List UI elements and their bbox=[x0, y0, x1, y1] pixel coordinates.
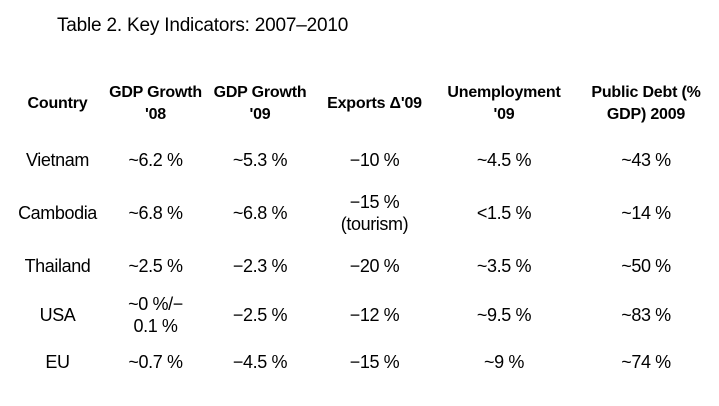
key-indicators-table: Country GDP Growth '08 GDP Growth '09 Ex… bbox=[10, 75, 719, 386]
gdp08-cell: ~6.8 % bbox=[128, 203, 183, 223]
column-header-public-debt-2009: Public Debt (% GDP) 2009 bbox=[591, 84, 701, 123]
gdp08-cell: ~2.5 % bbox=[128, 256, 183, 276]
unemployment-cell: <1.5 % bbox=[476, 203, 532, 223]
column-header-gdp-growth-09: GDP Growth '09 bbox=[213, 84, 307, 123]
column-header-country: Country bbox=[27, 95, 88, 112]
column-header-exports-09: Exports Δ'09 bbox=[327, 95, 422, 112]
exports-cell: −15 % bbox=[349, 352, 400, 372]
gdp09-cell: −2.5 % bbox=[232, 305, 288, 325]
exports-cell: −15 % (tourism) bbox=[340, 192, 409, 234]
public-debt-cell: ~43 % bbox=[621, 149, 671, 170]
header-row: Country GDP Growth '08 GDP Growth '09 Ex… bbox=[10, 75, 719, 133]
gdp09-cell: ~5.3 % bbox=[232, 149, 288, 170]
country-cell: Cambodia bbox=[18, 203, 97, 223]
country-cell: EU bbox=[45, 352, 70, 372]
table-row-usa: USA ~0 %/− 0.1 % −2.5 % −12 % ~9.5 % ~83… bbox=[10, 292, 719, 338]
exports-cell: −10 % bbox=[349, 149, 400, 170]
unemployment-cell: ~4.5 % bbox=[476, 149, 532, 170]
country-cell: Vietnam bbox=[26, 149, 89, 170]
table-row-cambodia: Cambodia ~6.8 % ~6.8 % −15 % (tourism) <… bbox=[10, 186, 719, 240]
exports-cell: −20 % bbox=[349, 256, 400, 276]
gdp08-cell: ~0.7 % bbox=[128, 352, 183, 372]
gdp09-cell: −4.5 % bbox=[232, 352, 288, 372]
table-row-eu: EU ~0.7 % −4.5 % −15 % ~9 % ~74 % bbox=[10, 338, 719, 386]
exports-cell: −12 % bbox=[349, 305, 400, 325]
unemployment-cell: ~3.5 % bbox=[476, 256, 532, 276]
table-row-vietnam: Vietnam ~6.2 % ~5.3 % −10 % ~4.5 % ~43 % bbox=[10, 133, 719, 186]
public-debt-cell: ~83 % bbox=[621, 305, 671, 325]
unemployment-cell: ~9.5 % bbox=[476, 305, 532, 325]
country-cell: USA bbox=[39, 305, 76, 325]
unemployment-cell: ~9 % bbox=[484, 352, 524, 372]
page: Table 2. Key Indicators: 2007–2010 Count… bbox=[0, 14, 719, 386]
public-debt-cell: ~74 % bbox=[621, 352, 671, 372]
gdp08-cell: ~0 %/− 0.1 % bbox=[128, 294, 183, 336]
table-caption: Table 2. Key Indicators: 2007–2010 bbox=[57, 15, 349, 36]
public-debt-cell: ~50 % bbox=[621, 256, 671, 276]
column-header-gdp-growth-08: GDP Growth '08 bbox=[109, 84, 202, 123]
public-debt-cell: ~14 % bbox=[621, 203, 671, 223]
gdp09-cell: −2.3 % bbox=[232, 256, 288, 276]
table-row-thailand: Thailand ~2.5 % −2.3 % −20 % ~3.5 % ~50 … bbox=[10, 240, 719, 292]
column-header-unemployment-09: Unemployment '09 bbox=[447, 84, 561, 123]
gdp08-cell: ~6.2 % bbox=[128, 149, 183, 170]
gdp09-cell: ~6.8 % bbox=[232, 203, 288, 223]
country-cell: Thailand bbox=[24, 256, 91, 276]
